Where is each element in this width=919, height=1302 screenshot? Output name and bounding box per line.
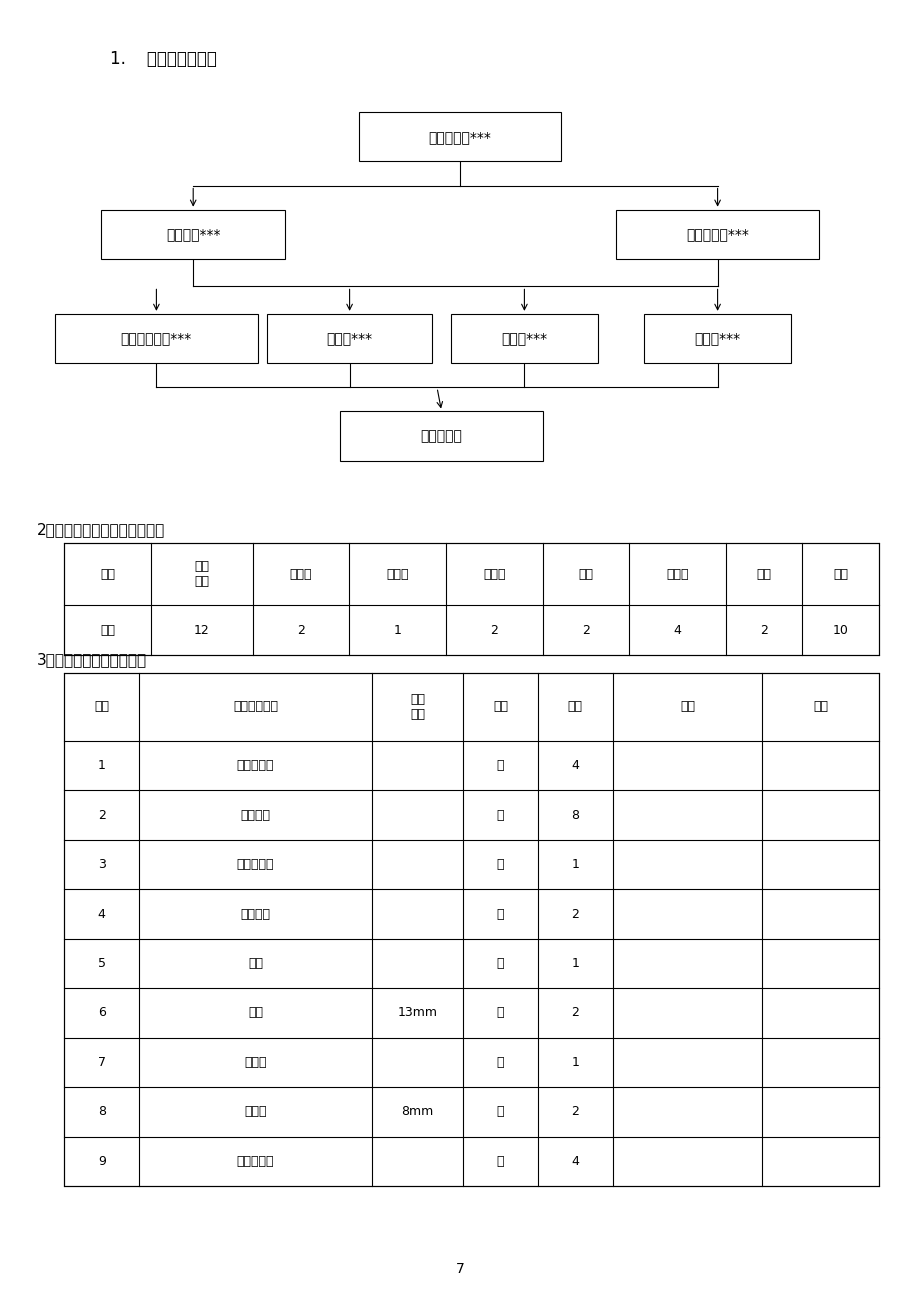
Text: 1: 1 [393,624,402,637]
Text: 质量：***: 质量：*** [326,332,372,345]
Text: 副经理：***: 副经理：*** [165,228,221,241]
Text: 磁座钻: 磁座钻 [244,1056,267,1069]
Text: 7: 7 [455,1263,464,1276]
Text: 9: 9 [97,1155,106,1168]
Text: 材料：***: 材料：*** [694,332,740,345]
Text: 电焊工: 电焊工 [665,568,688,581]
Text: 台: 台 [496,759,504,772]
Text: 交流电焊机: 交流电焊机 [236,759,274,772]
Text: 5: 5 [97,957,106,970]
FancyBboxPatch shape [340,411,542,461]
Text: 1: 1 [571,858,579,871]
Text: 轻型绞板: 轻型绞板 [240,907,270,921]
Text: 技术、工长：***: 技术、工长：*** [120,332,192,345]
Text: 2: 2 [571,1105,579,1118]
Text: 把: 把 [496,1006,504,1019]
Text: 4: 4 [673,624,681,637]
Text: 2: 2 [490,624,498,637]
Text: 2: 2 [759,624,767,637]
Text: 4: 4 [97,907,106,921]
Text: 8: 8 [571,809,579,822]
Text: 氧乙炔瓶: 氧乙炔瓶 [240,809,270,822]
Text: 台: 台 [496,1056,504,1069]
Text: 工种: 工种 [100,568,115,581]
FancyBboxPatch shape [267,314,432,363]
Bar [64,543,878,655]
Text: 手枪钻: 手枪钻 [244,1105,267,1118]
FancyBboxPatch shape [616,210,818,259]
Text: 台: 台 [496,957,504,970]
Text: 电动套丝机: 电动套丝机 [236,858,274,871]
Text: 普工: 普工 [832,568,847,581]
Text: 3．主要施工机械使用表：: 3．主要施工机械使用表： [37,652,147,668]
Text: 4: 4 [571,759,579,772]
Text: 2: 2 [571,1006,579,1019]
Text: 台: 台 [496,858,504,871]
Text: 8: 8 [97,1105,106,1118]
Text: 起重工: 起重工 [482,568,505,581]
Text: 数量: 数量 [100,624,115,637]
Text: 3: 3 [97,858,106,871]
Text: 技术负责：***: 技术负责：*** [686,228,748,241]
Text: 1: 1 [571,957,579,970]
Text: 台: 台 [496,1155,504,1168]
Text: 数量: 数量 [567,700,583,713]
Text: 1.    施工管理网络图: 1. 施工管理网络图 [110,49,217,68]
FancyBboxPatch shape [55,314,257,363]
Text: 角向磨光机: 角向磨光机 [236,1155,274,1168]
Text: 2: 2 [297,624,304,637]
Text: 计量工: 计量工 [386,568,409,581]
Text: 6: 6 [97,1006,106,1019]
Text: 用途: 用途 [679,700,694,713]
Bar [64,673,878,1186]
Text: 1: 1 [571,1056,579,1069]
Text: 2: 2 [582,624,589,637]
FancyBboxPatch shape [101,210,285,259]
Text: 7: 7 [97,1056,106,1069]
Text: 各施工班组: 各施工班组 [420,430,462,443]
Text: 2．电气仪表安装劳动力安排：: 2．电气仪表安装劳动力安排： [37,522,165,538]
Text: 10: 10 [832,624,847,637]
Text: 单位: 单位 [493,700,507,713]
Text: 架工: 架工 [755,568,771,581]
Text: 13mm: 13mm [397,1006,437,1019]
Text: 台钻: 台钻 [248,957,263,970]
FancyBboxPatch shape [450,314,597,363]
FancyBboxPatch shape [643,314,790,363]
Text: 电钻: 电钻 [248,1006,263,1019]
Text: 把: 把 [496,1105,504,1118]
Text: 电调工: 电调工 [289,568,312,581]
Text: 备注: 备注 [812,700,827,713]
Text: 套: 套 [496,907,504,921]
Text: 机械设备名称: 机械设备名称 [233,700,278,713]
Text: 序号: 序号 [94,700,109,713]
Text: 12: 12 [194,624,210,637]
Text: 2: 2 [97,809,106,822]
Text: 项目经理：***: 项目经理：*** [428,130,491,143]
Text: 安装
电工: 安装 电工 [194,560,209,589]
Text: 4: 4 [571,1155,579,1168]
Text: 套: 套 [496,809,504,822]
Text: 钳工: 钳工 [578,568,593,581]
Text: 型号
规格: 型号 规格 [410,693,425,721]
Text: 1: 1 [97,759,106,772]
Text: 2: 2 [571,907,579,921]
FancyBboxPatch shape [358,112,561,161]
Text: 8mm: 8mm [401,1105,433,1118]
Text: 安全：***: 安全：*** [501,332,547,345]
